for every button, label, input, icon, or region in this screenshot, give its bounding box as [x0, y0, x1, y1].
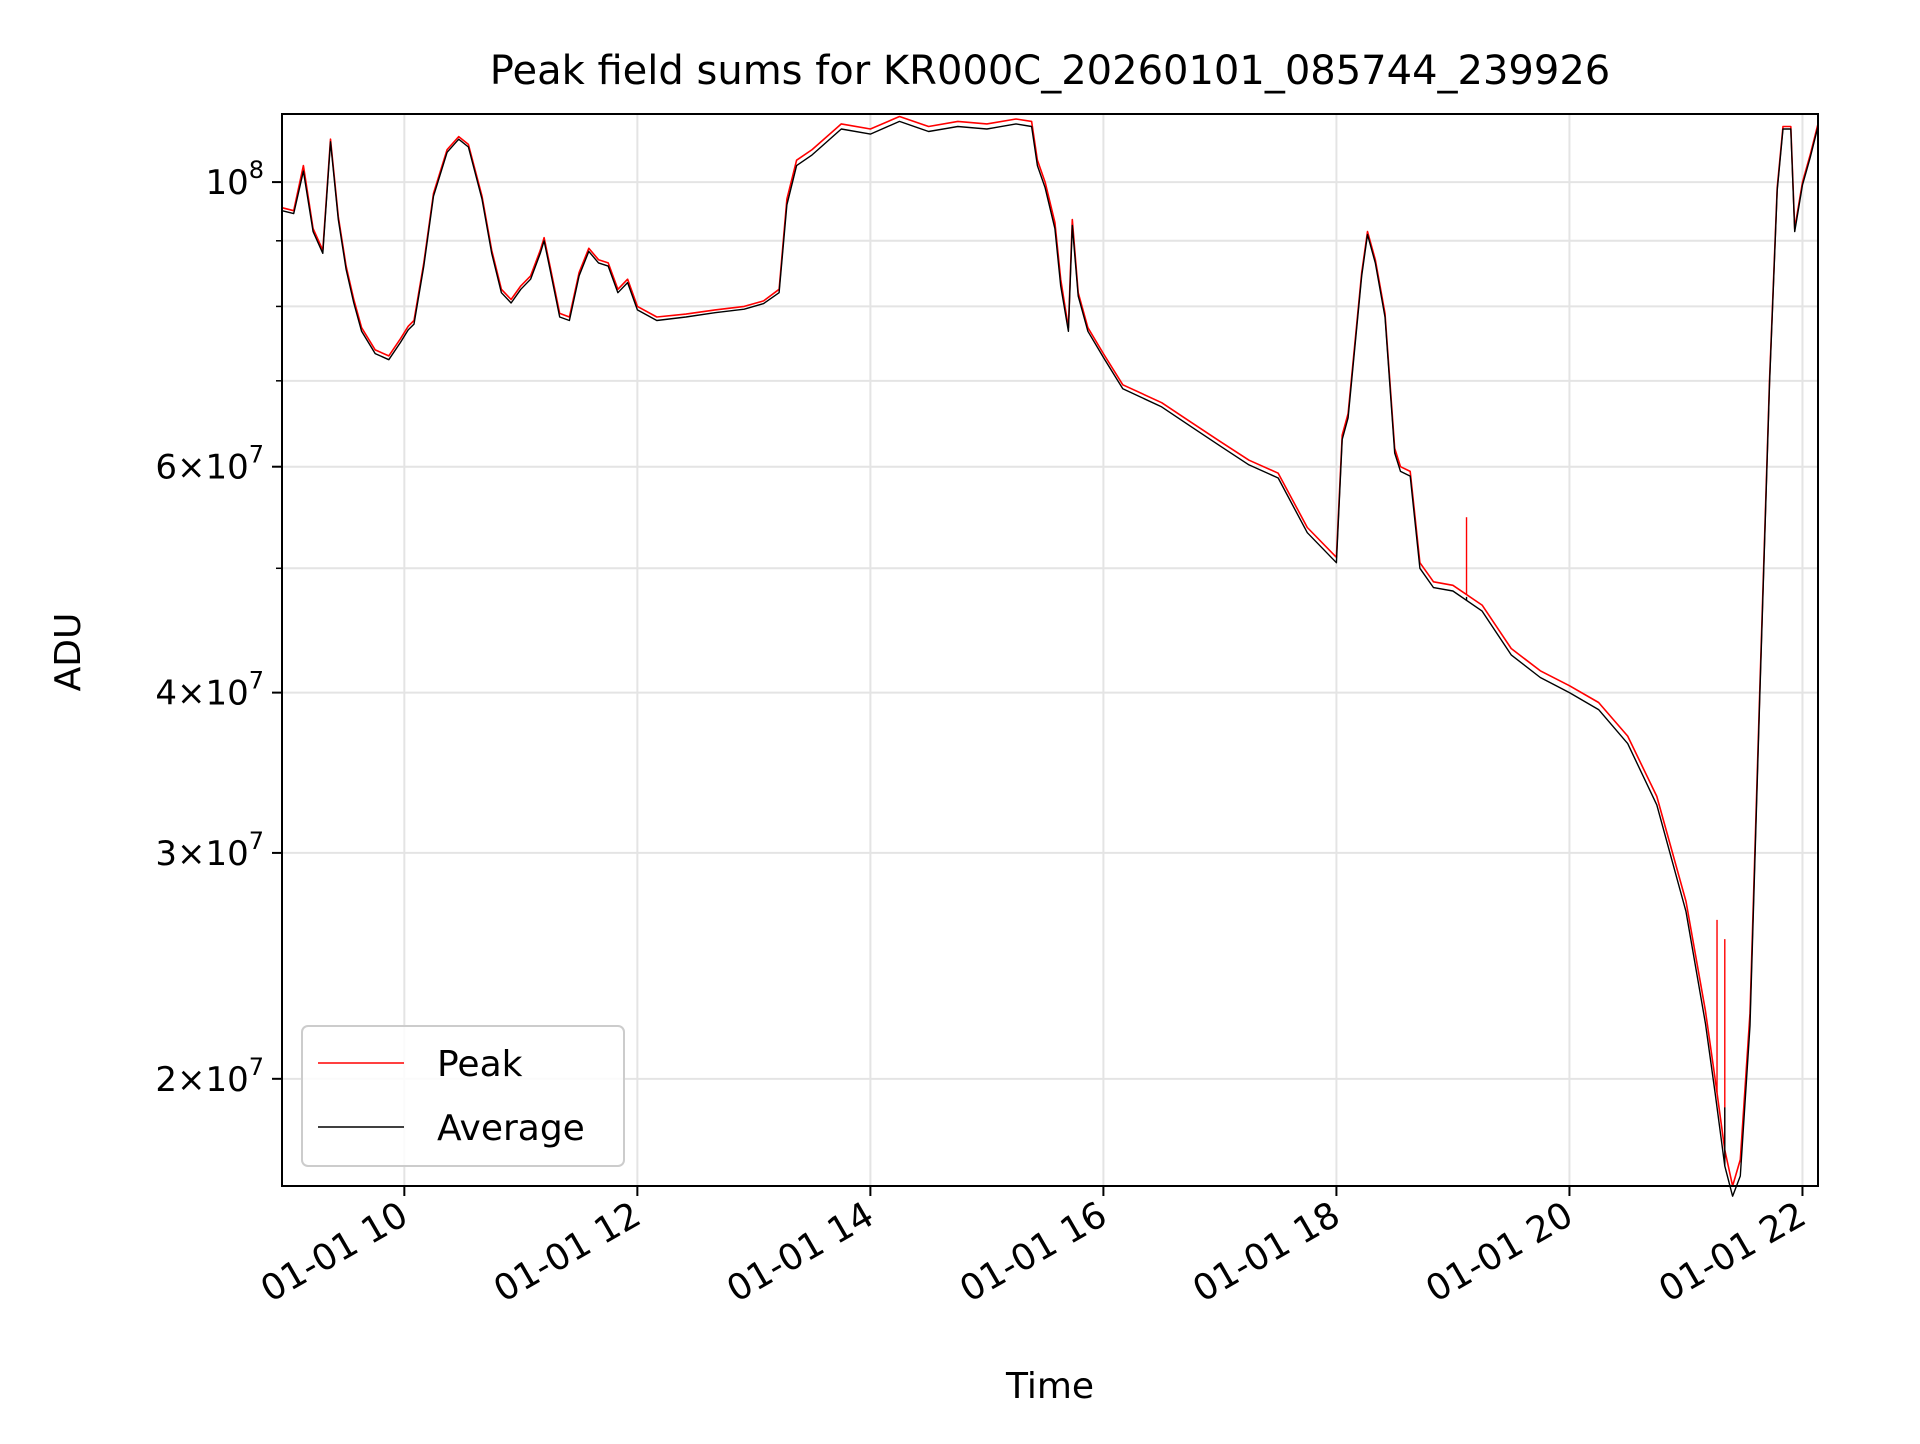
- legend: Peak Average: [301, 1025, 625, 1167]
- y-tick-label: 4×107: [155, 667, 264, 714]
- x-tick-label: 01-01 16: [953, 1194, 1114, 1310]
- x-tick-label: 01-01 12: [487, 1194, 648, 1310]
- y-tick-label: 3×107: [155, 827, 264, 874]
- x-tick-label: 01-01 18: [1186, 1194, 1347, 1310]
- series-lines: [281, 115, 1819, 1197]
- legend-label-average: Average: [437, 1108, 585, 1149]
- y-tick-label: 108: [205, 156, 264, 203]
- x-axis-label: Time: [1005, 1366, 1094, 1407]
- chart-title: Peak field sums for KR000C_20260101_0857…: [490, 48, 1610, 94]
- legend-box: [301, 1025, 625, 1167]
- y-axis-label: ADU: [48, 613, 89, 692]
- x-tick-label: 01-01 20: [1419, 1194, 1580, 1310]
- legend-label-peak: Peak: [437, 1044, 523, 1085]
- y-axis-ticks: 2×107 3×107 4×107 6×107 108: [155, 156, 282, 1100]
- y-tick-label: 6×107: [155, 441, 264, 488]
- x-axis-ticks: 01-01 10 01-01 12 01-01 14 01-01 16 01-01 18…: [254, 1186, 1813, 1311]
- y-tick-label: 2×107: [155, 1053, 264, 1100]
- x-tick-label: 01-01 10: [254, 1194, 415, 1310]
- x-tick-label: 01-01 14: [720, 1194, 881, 1310]
- x-tick-label: 01-01 22: [1652, 1194, 1813, 1310]
- plot-frame: [281, 113, 1819, 1187]
- series-line-peak: [281, 115, 1819, 1187]
- series-line-average: [281, 120, 1819, 1197]
